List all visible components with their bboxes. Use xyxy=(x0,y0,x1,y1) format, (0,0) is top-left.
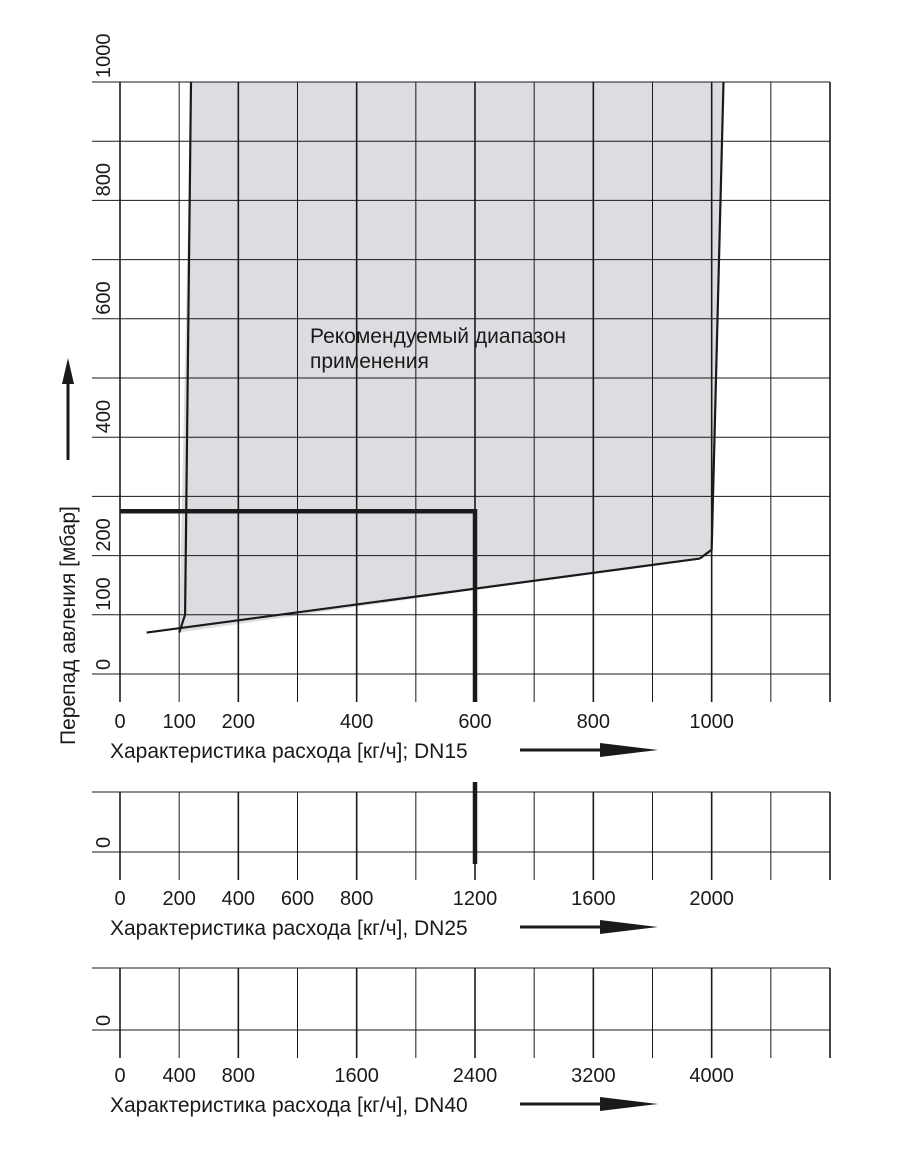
x-tick-label: 4000 xyxy=(689,1065,734,1087)
region-annotation-line1: Рекомендуемый диапазон xyxy=(310,325,566,348)
y-zero-label: 0 xyxy=(93,1015,115,1026)
y-tick-label: 200 xyxy=(93,518,115,551)
x-tick-label: 2400 xyxy=(453,1065,498,1087)
x-tick-label: 400 xyxy=(340,711,373,733)
x-tick-label: 1200 xyxy=(453,888,498,910)
x-tick-label: 1600 xyxy=(334,1065,379,1087)
x-tick-label: 800 xyxy=(222,1065,255,1087)
x-axis-title-dn25: Характеристика расхода [кг/ч], DN25 xyxy=(110,917,468,940)
x-arrow-head xyxy=(600,1097,658,1111)
y-tick-label: 800 xyxy=(93,163,115,196)
y-tick-label: 400 xyxy=(93,400,115,433)
y-axis-title: Перепад авления [мбар] xyxy=(57,506,80,745)
x-tick-label: 400 xyxy=(222,888,255,910)
example-selection-line xyxy=(120,508,478,864)
lower-boundary-line xyxy=(146,557,700,634)
x-tick-label: 600 xyxy=(458,711,491,733)
x-arrow-head xyxy=(600,743,658,757)
x-tick-label: 0 xyxy=(114,711,125,733)
x-tick-label: 0 xyxy=(114,1065,125,1087)
y-zero-label: 0 xyxy=(93,837,115,848)
x-tick-label: 2000 xyxy=(689,888,734,910)
x-tick-label: 200 xyxy=(222,711,255,733)
x-tick-label: 600 xyxy=(281,888,314,910)
x-tick-label: 0 xyxy=(114,888,125,910)
region-annotation-line2: применения xyxy=(310,350,429,373)
x-tick-label: 3200 xyxy=(571,1065,616,1087)
y-arrow-head xyxy=(62,358,74,384)
x-tick-label: 800 xyxy=(340,888,373,910)
y-tick-label: 0 xyxy=(93,659,115,670)
recommended-region xyxy=(179,82,724,633)
x-tick-label: 200 xyxy=(162,888,195,910)
x-tick-label: 100 xyxy=(162,711,195,733)
y-tick-label: 100 xyxy=(93,577,115,610)
x-tick-label: 1000 xyxy=(689,711,734,733)
recommended-region-layer xyxy=(179,82,724,633)
x-tick-label: 400 xyxy=(162,1065,195,1087)
x-tick-label: 1600 xyxy=(571,888,616,910)
right-boundary-line xyxy=(699,81,725,560)
x-tick-label: 800 xyxy=(577,711,610,733)
x-axis-title-dn40: Характеристика расхода [кг/ч], DN40 xyxy=(110,1094,468,1117)
left-boundary-line xyxy=(178,81,193,633)
y-tick-label: 1000 xyxy=(93,34,115,79)
x-axis-title-dn15: Характеристика расхода [кг/ч]; DN15 xyxy=(110,740,468,763)
text-layer: 0 100 200 400 600 800 1000 0 0 0 100 200 400 600 800 10… xyxy=(93,34,734,1088)
x-arrow-head xyxy=(600,920,658,934)
grid-layer xyxy=(92,81,831,1058)
y-tick-label: 600 xyxy=(93,281,115,314)
curve-layer xyxy=(62,81,725,1111)
